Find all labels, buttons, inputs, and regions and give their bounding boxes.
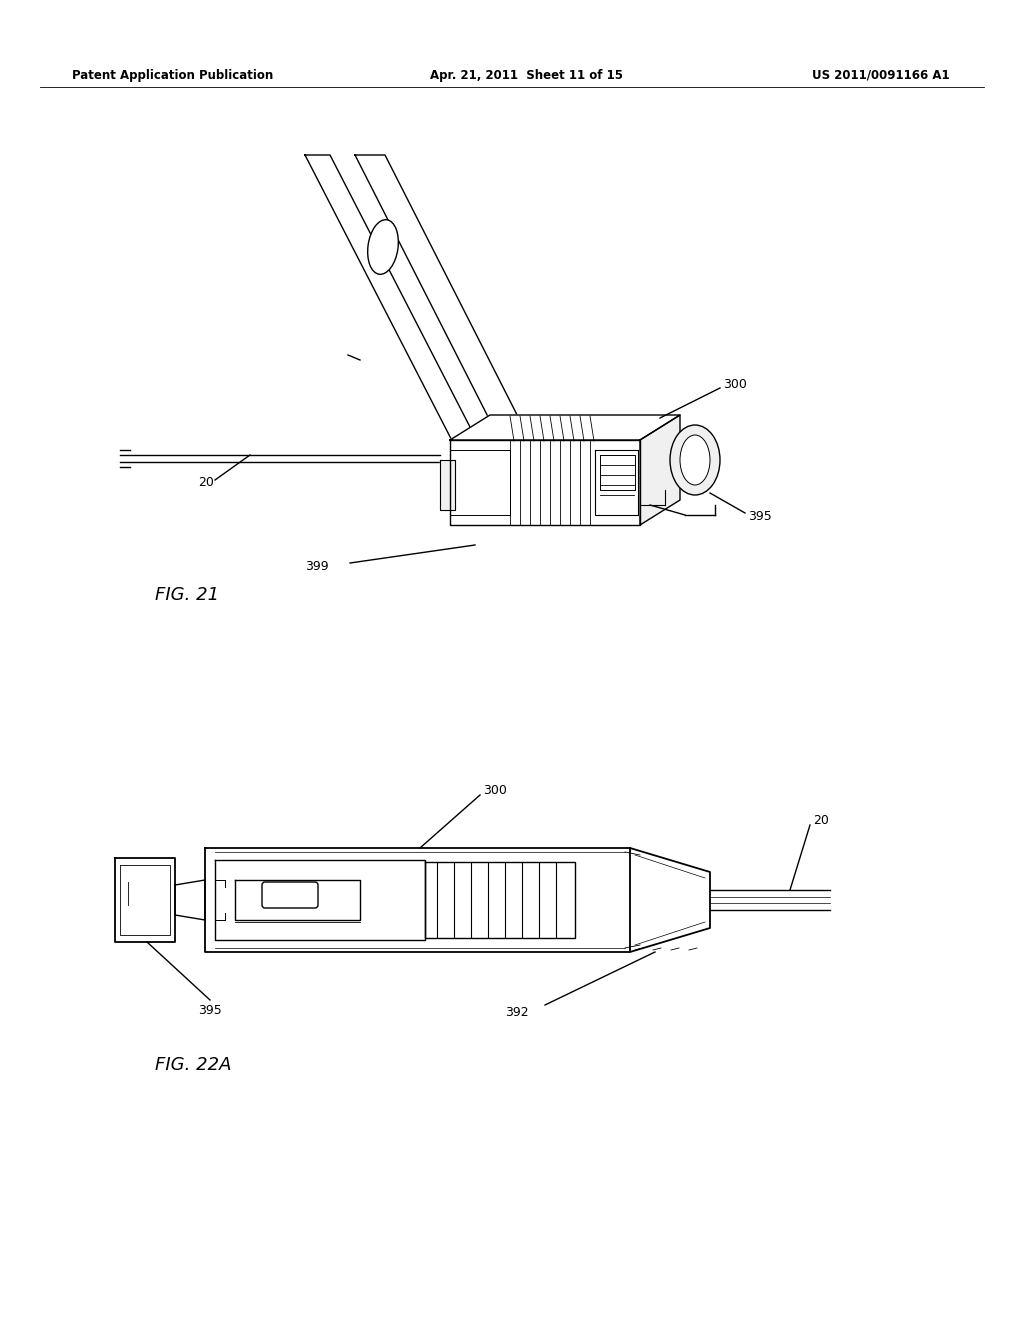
Polygon shape [595,450,638,515]
Polygon shape [305,154,505,495]
Polygon shape [449,490,510,510]
Text: 395: 395 [198,1003,222,1016]
Ellipse shape [368,219,398,275]
Text: 20: 20 [813,813,828,826]
Text: US 2011/0091166 A1: US 2011/0091166 A1 [812,69,950,82]
Text: FIG. 22A: FIG. 22A [155,1056,231,1074]
Text: 300: 300 [483,784,507,796]
FancyBboxPatch shape [262,882,318,908]
Text: 392: 392 [505,1006,528,1019]
Polygon shape [234,880,360,920]
Polygon shape [115,858,175,942]
Ellipse shape [680,436,710,484]
Polygon shape [450,414,680,440]
Text: 399: 399 [305,561,329,573]
Polygon shape [205,847,630,952]
Text: Patent Application Publication: Patent Application Publication [72,69,273,82]
Text: 395: 395 [748,511,772,524]
Polygon shape [175,880,205,920]
Ellipse shape [670,425,720,495]
Polygon shape [630,847,710,952]
Text: Apr. 21, 2011  Sheet 11 of 15: Apr. 21, 2011 Sheet 11 of 15 [430,69,623,82]
Polygon shape [440,459,455,510]
Text: FIG. 21: FIG. 21 [155,586,219,605]
Text: 300: 300 [723,378,746,391]
Text: 20: 20 [198,477,214,490]
Polygon shape [355,154,540,459]
Polygon shape [450,440,640,525]
Polygon shape [640,414,680,525]
